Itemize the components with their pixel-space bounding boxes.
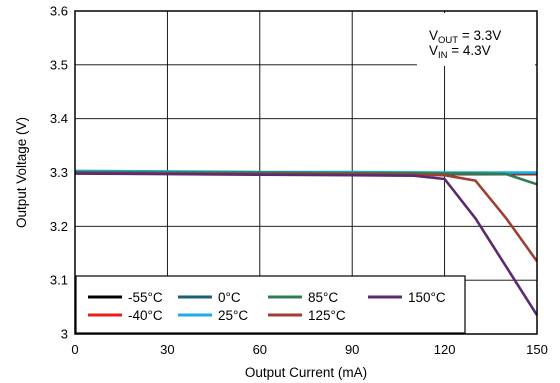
- annotation-line: VIN = 4.3V: [429, 43, 491, 61]
- y-tick-labels: 3 3.1 3.2 3.3 3.4 3.5 3.6: [50, 4, 68, 342]
- plot-frame: [74, 10, 538, 335]
- legend-label: 150°C: [408, 290, 446, 305]
- legend-label: -40°C: [128, 308, 163, 323]
- y-tick-label: 3.3: [50, 165, 68, 180]
- x-tick-label: 90: [345, 342, 359, 357]
- x-tick-label: 150: [526, 342, 548, 357]
- legend-label: 25°C: [218, 308, 248, 323]
- legend-label: -55°C: [128, 290, 163, 305]
- x-tick-label: 120: [434, 342, 456, 357]
- y-tick-label: 3.5: [50, 57, 68, 72]
- y-tick-label: 3.1: [50, 273, 68, 288]
- x-tick-label: 0: [71, 342, 78, 357]
- series-line: [74, 172, 539, 316]
- legend: -55°C 0°C 85°C 150°C -40°C 25°C 125°C: [75, 275, 466, 334]
- legend-label: 0°C: [218, 290, 241, 305]
- y-axis-title: Output Voltage (V): [14, 117, 29, 228]
- x-tick-label: 60: [253, 342, 267, 357]
- y-tick-label: 3.4: [50, 111, 68, 126]
- y-tick-label: 3.6: [50, 4, 68, 19]
- legend-label: 125°C: [308, 308, 346, 323]
- y-tick-label: 3.2: [50, 219, 68, 234]
- legend-label: 85°C: [308, 290, 338, 305]
- y-tick-label: 3: [61, 327, 68, 342]
- annotation-background: [417, 13, 535, 66]
- x-tick-label: 30: [160, 342, 174, 357]
- legend-box: [75, 275, 466, 334]
- series-lines: [74, 169, 539, 316]
- x-axis-title: Output Current (mA): [245, 365, 367, 380]
- x-tick-labels: 0 30 60 90 120 150: [71, 342, 547, 357]
- annotation-line: VOUT = 3.3V: [429, 28, 501, 46]
